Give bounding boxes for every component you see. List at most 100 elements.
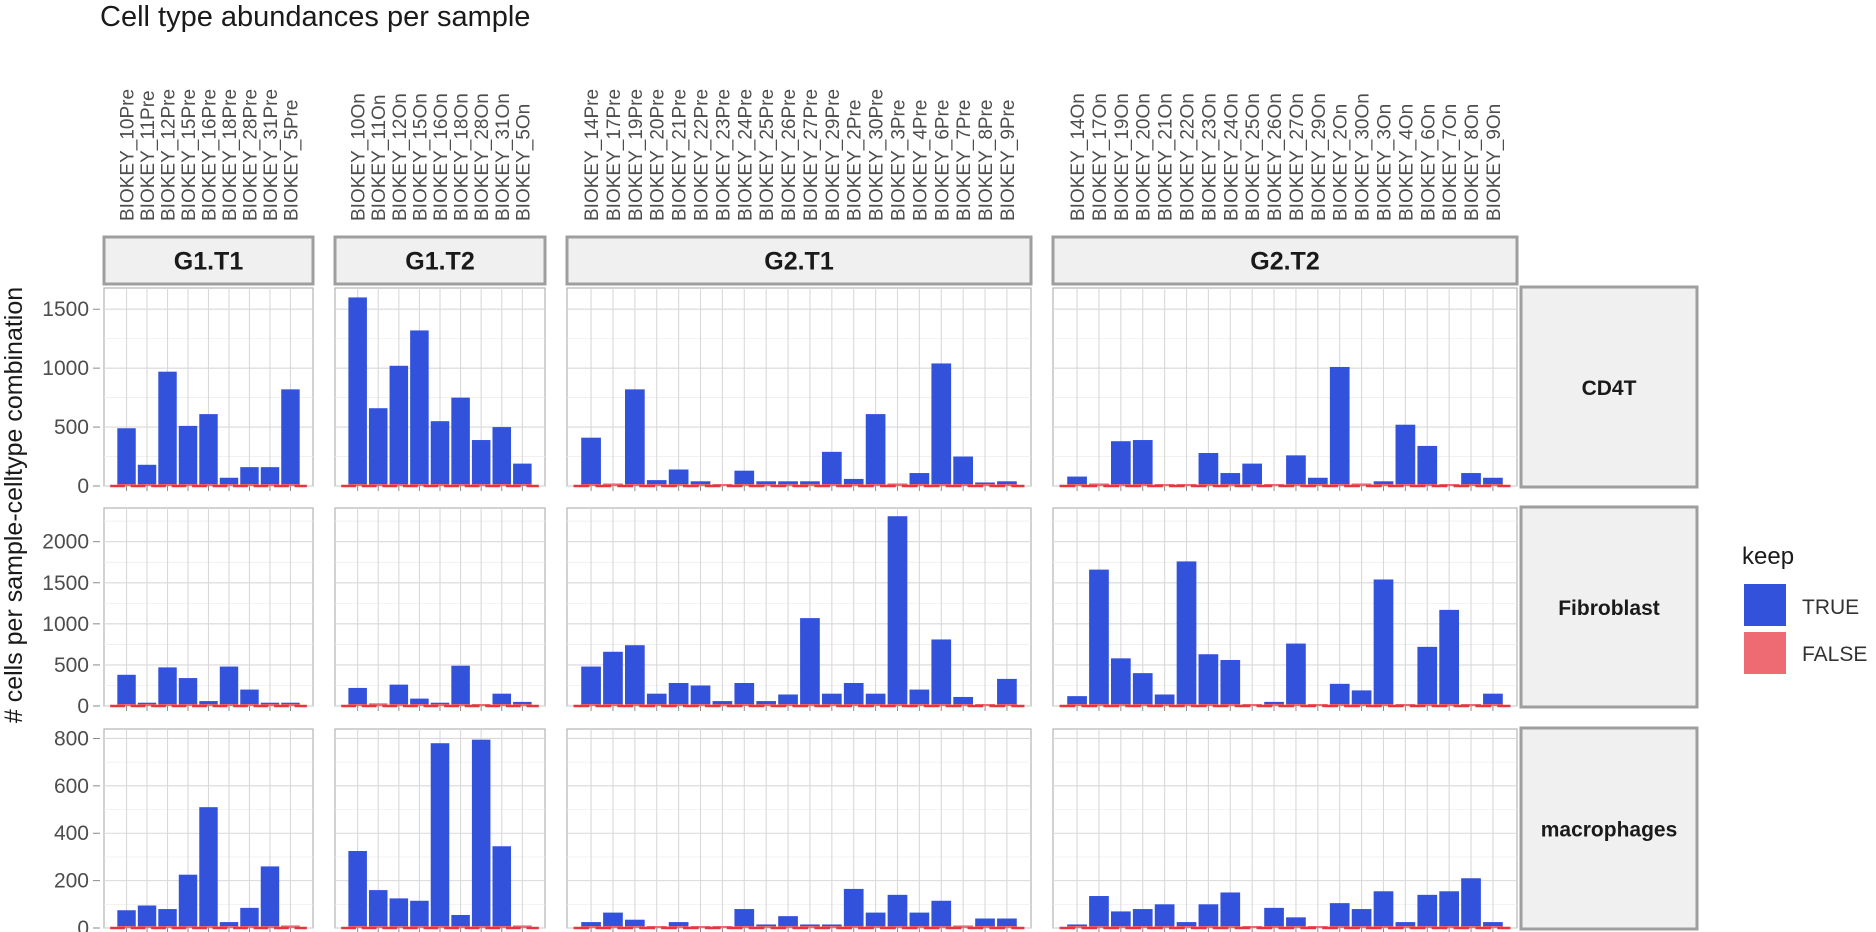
bar-keep-false bbox=[1395, 704, 1416, 706]
bar-keep-true bbox=[1417, 894, 1438, 928]
x-tick-label: BIOKEY_3On bbox=[1374, 104, 1395, 221]
bar-keep-true bbox=[492, 427, 512, 486]
bar-keep-true bbox=[219, 922, 239, 928]
bar-keep-false bbox=[137, 484, 157, 486]
bar-keep-false bbox=[1132, 926, 1153, 928]
bar-keep-false bbox=[1176, 926, 1197, 928]
x-tick-label: BIOKEY_18Pre bbox=[220, 89, 241, 221]
bar-keep-false bbox=[997, 926, 1017, 928]
x-tick-label: BIOKEY_14On bbox=[1068, 93, 1089, 221]
bar-keep-true bbox=[471, 440, 491, 486]
bar-keep-true bbox=[471, 739, 491, 928]
x-tick-label: BIOKEY_16Pre bbox=[200, 89, 221, 221]
bar-keep-true bbox=[117, 674, 136, 706]
bar-keep-false bbox=[734, 484, 755, 486]
bar-keep-true bbox=[734, 682, 755, 706]
x-tick-label: BIOKEY_7On bbox=[1440, 104, 1461, 221]
bar-keep-true bbox=[1417, 646, 1438, 706]
bar-keep-true bbox=[581, 666, 601, 706]
panel-G2.T2-macrophages bbox=[1052, 728, 1518, 932]
bar-keep-false bbox=[997, 484, 1017, 486]
bar-keep-false bbox=[1286, 926, 1306, 928]
bar-keep-false bbox=[178, 926, 198, 928]
bar-keep-false bbox=[348, 926, 367, 928]
panel-background bbox=[566, 728, 1032, 929]
bar-keep-false bbox=[199, 704, 218, 706]
bar-keep-true bbox=[260, 866, 280, 928]
bar-keep-false bbox=[1132, 484, 1153, 486]
bar-keep-true bbox=[1483, 477, 1503, 486]
bar-keep-true bbox=[1373, 891, 1394, 928]
bar-keep-false bbox=[389, 484, 409, 486]
x-tick-label: BIOKEY_5Pre bbox=[281, 100, 302, 221]
x-tick-label: BIOKEY_19Pre bbox=[626, 89, 647, 221]
bar-keep-false bbox=[1089, 484, 1109, 486]
bar-keep-false bbox=[1395, 484, 1416, 486]
bar-keep-false bbox=[492, 484, 512, 486]
y-axis-title: # cells per sample-celltype combination bbox=[0, 287, 28, 723]
bar-keep-false bbox=[281, 484, 300, 486]
bar-keep-false bbox=[690, 484, 711, 486]
bar-keep-false bbox=[430, 926, 450, 928]
bar-keep-false bbox=[1329, 926, 1350, 928]
bar-keep-true bbox=[1176, 922, 1197, 928]
bar-keep-true bbox=[513, 701, 532, 706]
bar-keep-false bbox=[887, 704, 908, 706]
bar-keep-true bbox=[800, 481, 820, 486]
y-tick-label: 500 bbox=[54, 654, 89, 677]
bar-keep-false bbox=[581, 484, 601, 486]
legend: keep TRUE FALSE bbox=[1742, 543, 1867, 674]
bar-keep-false bbox=[158, 484, 177, 486]
bar-keep-true bbox=[513, 463, 532, 486]
x-tick-label: BIOKEY_9Pre bbox=[998, 100, 1019, 221]
bar-keep-true bbox=[887, 894, 908, 928]
x-tick-label: BIOKEY_12Pre bbox=[159, 89, 180, 221]
bar-keep-true bbox=[756, 481, 777, 486]
bar-keep-false bbox=[1154, 484, 1175, 486]
column-strip-label: G2.T1 bbox=[764, 248, 834, 276]
x-tick-label: BIOKEY_28On bbox=[472, 93, 493, 221]
bar-keep-false bbox=[199, 926, 218, 928]
x-tick-label: BIOKEY_3Pre bbox=[888, 100, 909, 221]
bar-keep-true bbox=[430, 421, 450, 486]
x-tick-label: BIOKEY_22On bbox=[1178, 93, 1199, 221]
bar-keep-true bbox=[199, 414, 218, 486]
x-tick-label: BIOKEY_21Pre bbox=[670, 89, 691, 221]
bar-keep-true bbox=[178, 874, 198, 928]
bar-keep-true bbox=[451, 914, 470, 928]
bar-keep-false bbox=[734, 704, 755, 706]
bar-keep-false bbox=[137, 926, 157, 928]
y-tick-label: 1000 bbox=[42, 613, 89, 636]
bar-keep-false bbox=[865, 484, 886, 486]
bar-keep-true bbox=[410, 698, 429, 706]
bar-keep-true bbox=[734, 909, 755, 928]
bar-keep-true bbox=[1111, 441, 1131, 486]
bar-keep-true bbox=[158, 371, 177, 486]
bar-keep-true bbox=[178, 678, 198, 706]
bar-keep-true bbox=[1220, 659, 1241, 706]
bar-keep-true bbox=[137, 905, 157, 928]
y-tick-label: 500 bbox=[54, 416, 89, 439]
bar-keep-true bbox=[865, 693, 886, 706]
bar-keep-true bbox=[348, 297, 367, 486]
bar-keep-true bbox=[1439, 609, 1459, 706]
bar-keep-false bbox=[865, 926, 886, 928]
bar-keep-true bbox=[1264, 907, 1284, 928]
row-strip-label: Fibroblast bbox=[1558, 597, 1660, 620]
bar-keep-false bbox=[471, 484, 491, 486]
bar-keep-true bbox=[778, 694, 798, 706]
panel-G1.T1-Fibroblast bbox=[103, 507, 314, 711]
bar-keep-false bbox=[887, 484, 908, 486]
bar-keep-false bbox=[1439, 926, 1459, 928]
bar-keep-true bbox=[1286, 643, 1306, 706]
bar-keep-true bbox=[625, 919, 645, 928]
bar-keep-true bbox=[953, 456, 973, 486]
bar-keep-true bbox=[389, 898, 409, 928]
bar-keep-true bbox=[260, 467, 280, 486]
bar-keep-true bbox=[668, 469, 689, 486]
bar-keep-true bbox=[712, 701, 733, 706]
bar-keep-false bbox=[931, 926, 952, 928]
x-tick-label: BIOKEY_27On bbox=[1287, 93, 1308, 221]
bar-keep-false bbox=[1198, 926, 1219, 928]
bar-keep-false bbox=[712, 926, 733, 928]
